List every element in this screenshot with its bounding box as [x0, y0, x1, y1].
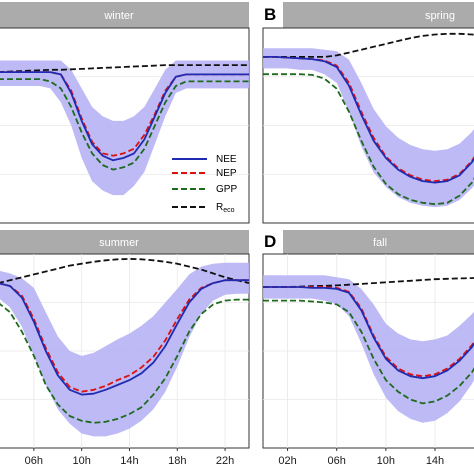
line-nee-fall — [263, 286, 474, 380]
panel-spring: B spring — [262, 2, 474, 224]
legend-label-reco: Reco — [216, 202, 235, 214]
panel-summer: summer 06h 10h 14h 18h 22h — [0, 230, 250, 467]
panel-fall: D fall 02h 06h 10h 14h — [262, 230, 474, 467]
line-nee-spring — [263, 56, 474, 184]
line-reco-summer — [0, 258, 249, 284]
line-gpp-spring — [263, 73, 474, 206]
line-reco-spring — [263, 32, 474, 58]
x-tick-label: 10h — [72, 455, 90, 467]
band-area-winter — [0, 60, 249, 196]
legend-label-nep: NEP — [216, 168, 237, 179]
line-nee-summer — [0, 279, 249, 396]
series-lines-spring — [263, 32, 474, 206]
line-reco-winter — [0, 64, 249, 73]
line-gpp-fall — [263, 299, 474, 405]
legend-label-nee: NEE — [216, 154, 237, 165]
x-tick-label: 14h — [426, 455, 444, 467]
series-lines-summer — [0, 258, 249, 424]
series-lines-winter — [0, 64, 249, 171]
x-tick-label: 10h — [377, 455, 395, 467]
strip-label-fall: fall — [373, 237, 387, 249]
strip-label-summer: summer — [99, 237, 139, 249]
uncertainty-band-winter — [0, 60, 249, 196]
strip-spring — [283, 2, 474, 28]
line-gpp-winter — [0, 78, 249, 171]
series-lines-fall — [263, 277, 474, 405]
line-gpp-summer — [0, 298, 249, 424]
strip-winter — [0, 2, 249, 28]
x-tick-label: 14h — [120, 455, 138, 467]
legend-entry-gpp: GPP — [172, 184, 237, 195]
legend-label-gpp: GPP — [216, 184, 237, 195]
panel-winter: winter — [0, 2, 250, 224]
x-tick-label: 02h — [278, 455, 296, 467]
legend-label-reco-sub: eco — [223, 207, 234, 214]
panel-letter-d: D — [264, 232, 276, 251]
x-tick-label: 22h — [216, 455, 234, 467]
strip-label-winter: winter — [103, 10, 134, 22]
x-tick-label: 06h — [25, 455, 43, 467]
legend-entry-nep: NEP — [172, 168, 237, 179]
x-tick-label: 18h — [168, 455, 186, 467]
legend: NEE NEP GPP Reco — [172, 154, 237, 214]
line-nee-winter — [0, 71, 249, 162]
legend-entry-nee: NEE — [172, 154, 237, 165]
panel-letter-b: B — [264, 5, 276, 24]
x-tick-label: 06h — [328, 455, 346, 467]
strip-label-spring: spring — [425, 10, 455, 22]
legend-label-reco-main: R — [216, 202, 223, 213]
legend-entry-reco: Reco — [172, 202, 235, 214]
strip-fall — [283, 230, 474, 254]
x-ticks-fall: 02h 06h 10h 14h — [278, 448, 444, 467]
x-ticks-summer: 06h 10h 14h 18h 22h — [25, 448, 234, 467]
strip-summer — [0, 230, 249, 254]
